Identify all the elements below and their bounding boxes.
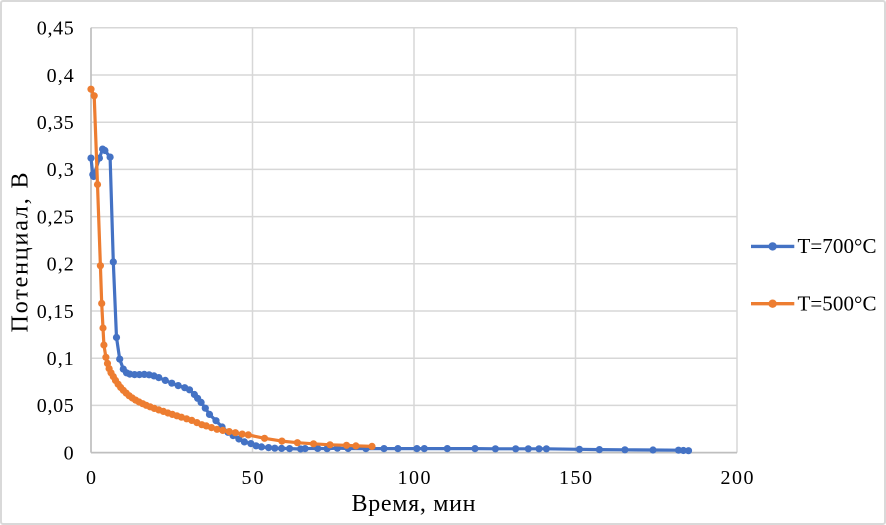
svg-text:T=700°C: T=700°C — [798, 234, 877, 258]
svg-text:Время, мин: Время, мин — [352, 491, 476, 517]
svg-text:0: 0 — [86, 467, 96, 489]
svg-text:0,2: 0,2 — [47, 254, 74, 276]
svg-text:0,1: 0,1 — [47, 348, 74, 370]
svg-text:0: 0 — [64, 442, 74, 464]
svg-text:100: 100 — [398, 467, 431, 489]
svg-text:200: 200 — [721, 467, 754, 489]
svg-text:Потенциал, В: Потенциал, В — [8, 173, 34, 333]
svg-text:150: 150 — [559, 467, 592, 489]
svg-text:0,3: 0,3 — [47, 159, 74, 181]
svg-text:0,15: 0,15 — [37, 301, 74, 323]
svg-text:0,4: 0,4 — [47, 65, 74, 87]
svg-text:T=500°C: T=500°C — [798, 292, 877, 316]
svg-text:0,35: 0,35 — [37, 112, 74, 134]
svg-text:0,25: 0,25 — [37, 206, 74, 228]
svg-text:0,05: 0,05 — [37, 395, 74, 417]
svg-text:0,45: 0,45 — [37, 18, 74, 40]
